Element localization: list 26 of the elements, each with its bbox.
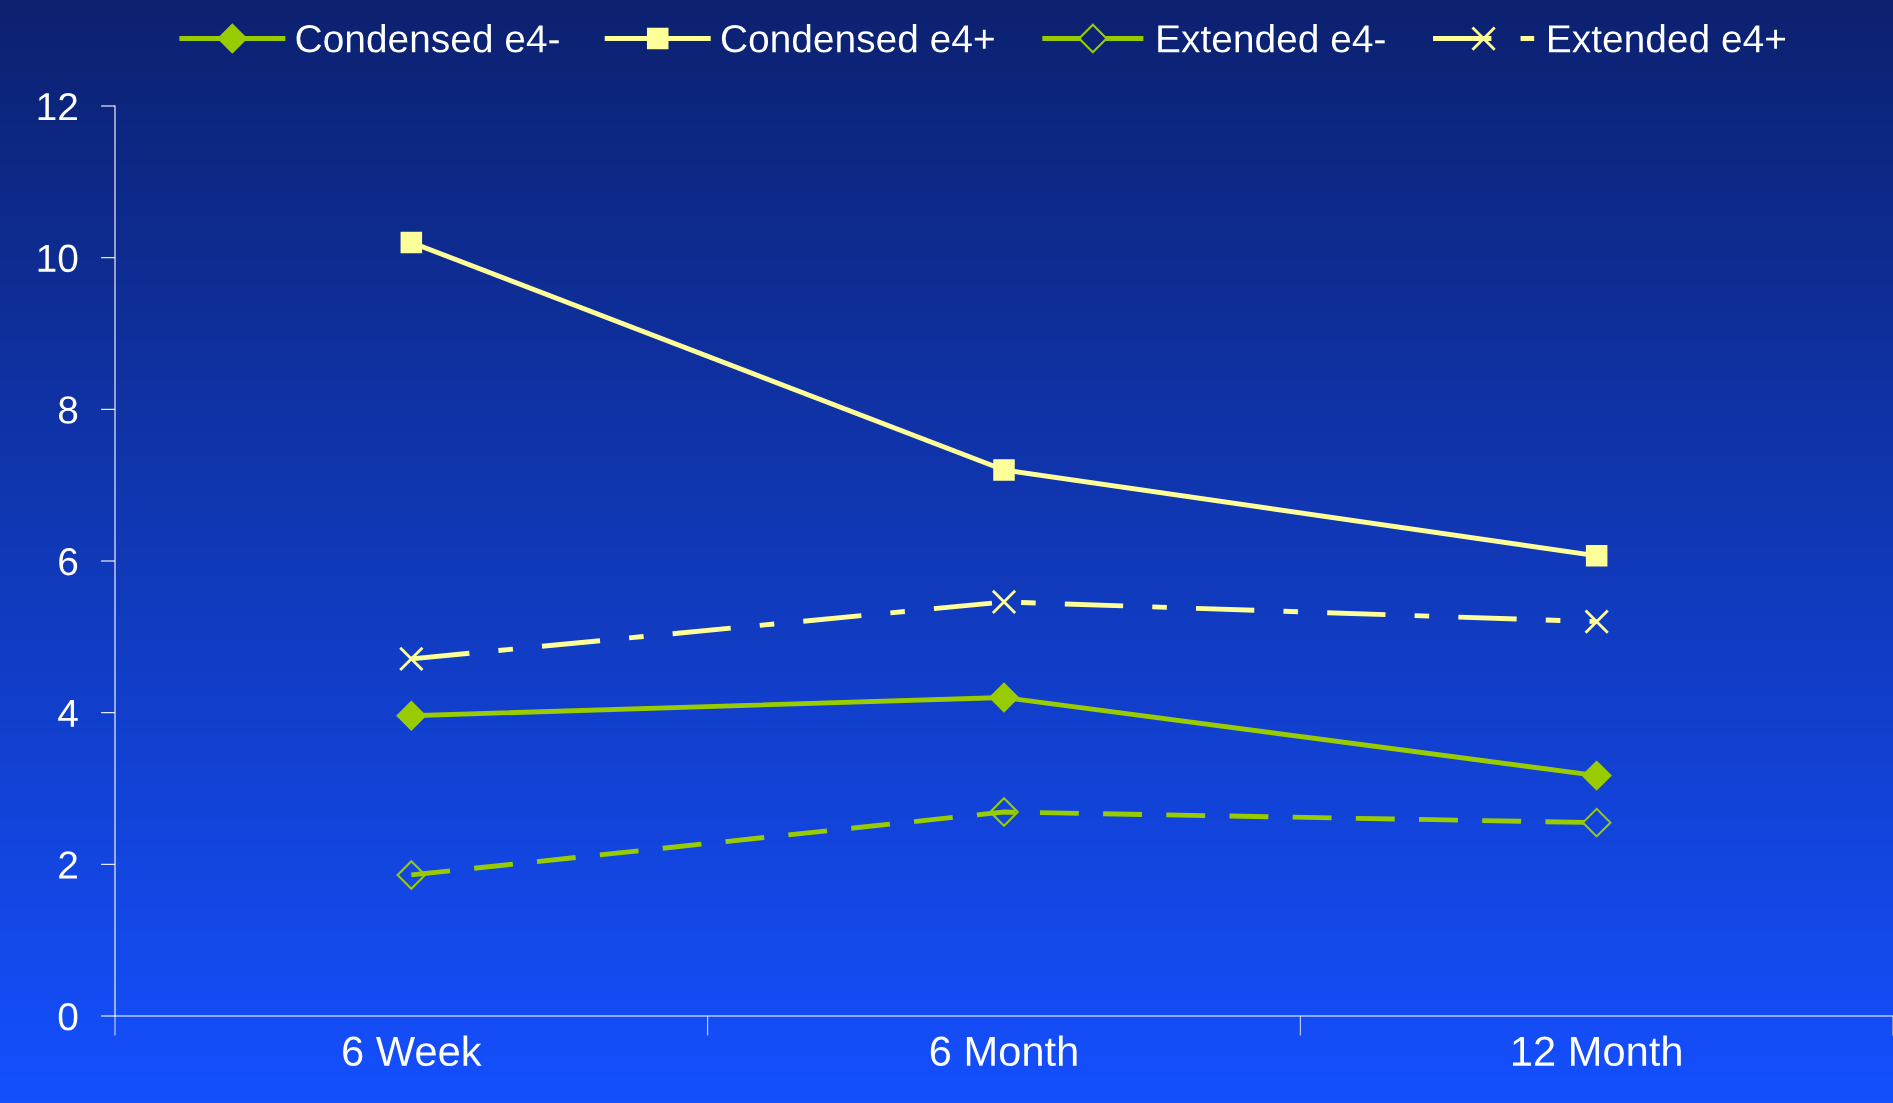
legend-label: Extended e4+ <box>1549 23 1786 53</box>
point <box>1581 807 1612 838</box>
point <box>400 231 423 254</box>
y-tick-label: 2 <box>59 851 77 879</box>
y-tick-label: 6 <box>59 547 78 576</box>
x-tick-label: 6 Month <box>930 1035 1077 1067</box>
y-tick-label: 0 <box>58 1002 78 1031</box>
y-tick-label: 4 <box>58 700 78 727</box>
y-tick-label: 10 <box>38 244 78 273</box>
legend-label: Condensed e4+ <box>721 23 994 53</box>
point <box>1585 544 1608 567</box>
point <box>989 682 1019 713</box>
x-tick-label: 12 Month <box>1512 1035 1681 1067</box>
point <box>993 459 1015 481</box>
point <box>991 589 1017 615</box>
y-tick-label: 8 <box>58 396 78 424</box>
point <box>1584 609 1610 635</box>
point <box>989 797 1019 827</box>
x-tick-label: 6 Week <box>343 1035 482 1067</box>
point <box>1581 760 1612 791</box>
legend-label: Condensed e4- <box>296 23 559 53</box>
point <box>398 646 424 672</box>
legend-label: Extended e4- <box>1158 23 1385 53</box>
point <box>396 860 427 890</box>
point <box>396 700 427 731</box>
y-tick-label: 12 <box>38 92 77 121</box>
